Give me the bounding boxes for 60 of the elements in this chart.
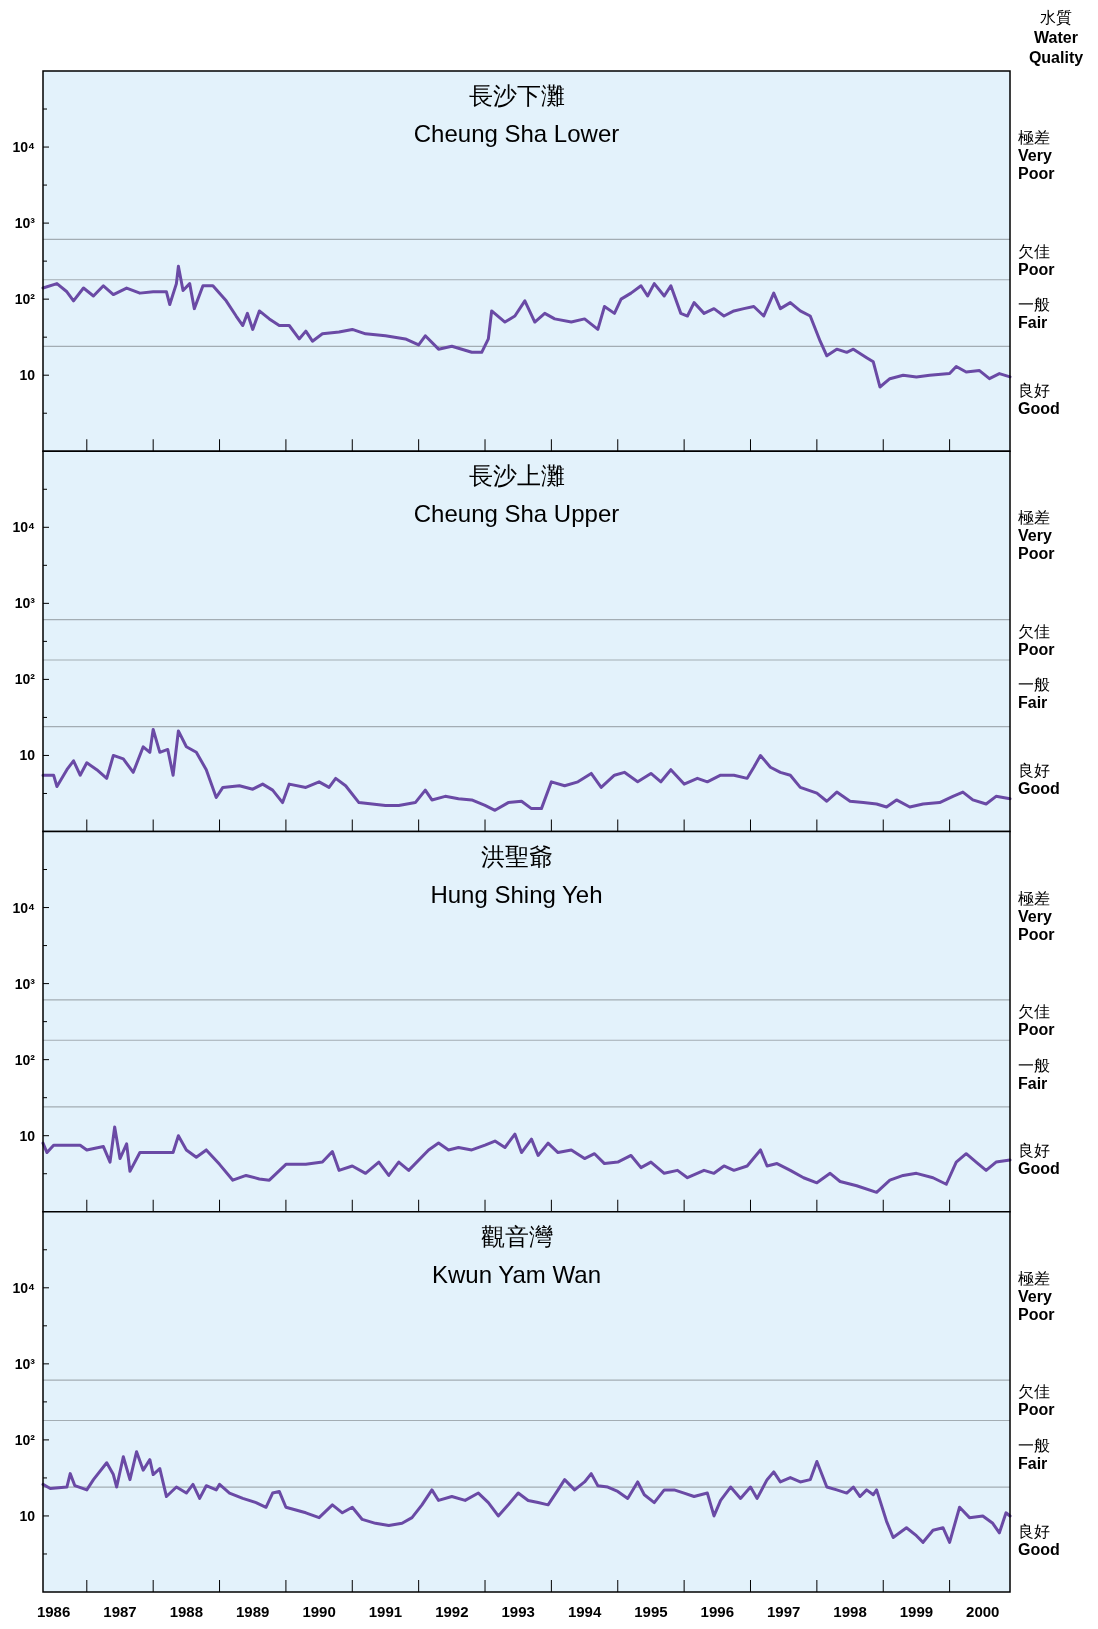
y-tick-label: 10³	[14, 975, 36, 992]
line-series	[41, 264, 1012, 389]
x-tick-label: 1987	[103, 1603, 137, 1620]
text: Cheung Sha Lower	[413, 120, 620, 147]
text: 欠佳 Poor	[1018, 242, 1055, 278]
x-tick-label: 1986	[36, 1603, 71, 1620]
x-tick-label: 1992	[435, 1603, 469, 1620]
y-tick-label: 10²	[14, 671, 36, 688]
text: 一般 Fair	[1018, 1056, 1050, 1092]
x-tick-label: 1990	[302, 1603, 336, 1620]
line-series	[41, 1450, 1012, 1544]
y-tick-label: 10	[19, 1507, 36, 1524]
y-tick-label: 10⁴	[12, 519, 36, 536]
x-tick-label: 1991	[368, 1603, 403, 1620]
text: 欠佳 Poor	[1018, 1382, 1055, 1418]
text: 洪聖爺	[480, 843, 553, 870]
line-series	[41, 727, 1012, 812]
text: Cheung Sha Upper	[413, 500, 620, 528]
text: 一般 Fair	[1018, 1436, 1050, 1472]
text: 一般 Fair	[1018, 675, 1050, 711]
y-tick-label: 10⁴	[12, 139, 36, 156]
text: 極差 Very Poor	[1018, 128, 1055, 182]
line-series	[41, 1125, 1012, 1194]
y-tick-label: 10	[19, 367, 36, 384]
y-tick-label: 10²	[14, 291, 36, 308]
text: 良好 Good	[1018, 1522, 1060, 1558]
y-tick-label: 10⁴	[12, 1279, 36, 1296]
y-tick-label: 10³	[14, 1355, 36, 1372]
text: 良好 Good	[1018, 1141, 1060, 1177]
y-tick-label: 10	[19, 1127, 36, 1144]
text: 觀音灣	[480, 1223, 553, 1250]
x-tick-label: 1995	[634, 1603, 668, 1620]
x-tick-label: 1989	[236, 1603, 270, 1620]
x-tick-label: 1999	[899, 1603, 934, 1620]
text: 極差 Very Poor	[1018, 1269, 1055, 1323]
x-tick-label: 1997	[766, 1603, 801, 1620]
y-tick-label: 10	[19, 747, 36, 764]
text: 極差 Very Poor	[1018, 508, 1055, 562]
y-tick-label: 10³	[14, 595, 36, 612]
x-tick-label: 1993	[501, 1603, 535, 1620]
y-tick-label: 10²	[14, 1051, 36, 1068]
text: Kwun Yam Wan	[432, 1260, 601, 1288]
text: 長沙上灘	[468, 463, 565, 490]
text: 一般 Fair	[1018, 295, 1050, 331]
x-tick-label: 1996	[700, 1603, 734, 1620]
y-tick-label: 10⁴	[12, 899, 36, 916]
text: 良好 Good	[1018, 381, 1060, 417]
y-tick-label: 10³	[14, 215, 36, 232]
text: 水質 Water Quality	[1028, 8, 1084, 66]
x-tick-label: 1988	[169, 1603, 204, 1620]
text: 極差 Very Poor	[1018, 889, 1055, 943]
text: 欠佳 Poor	[1018, 622, 1055, 658]
x-tick-label: 1994	[567, 1603, 602, 1620]
text: 欠佳 Poor	[1018, 1002, 1055, 1038]
text: Hung Shing Yeh	[430, 880, 603, 908]
x-tick-label: 1998	[833, 1603, 867, 1620]
y-tick-label: 10²	[14, 1431, 36, 1448]
text: 長沙下灘	[468, 83, 565, 109]
text: 良好 Good	[1018, 761, 1060, 797]
x-tick-label: 2000	[966, 1603, 1000, 1620]
